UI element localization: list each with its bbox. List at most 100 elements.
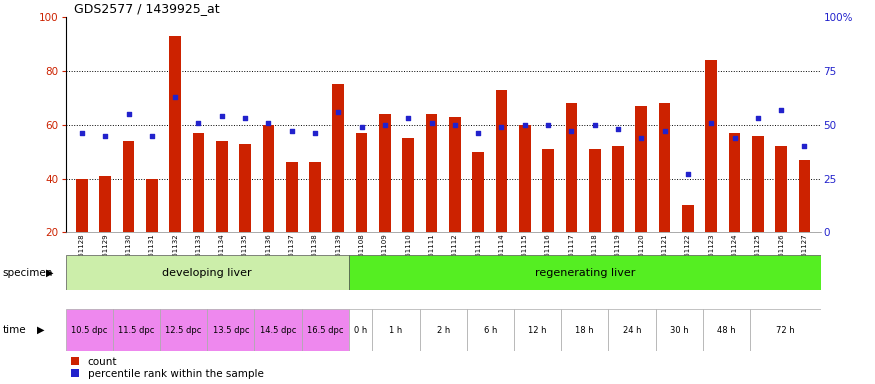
Bar — [449, 117, 460, 232]
Text: specimen: specimen — [3, 268, 53, 278]
Point — [634, 135, 648, 141]
Point — [518, 122, 532, 128]
Bar — [612, 146, 624, 232]
Text: ▶: ▶ — [46, 268, 53, 278]
Text: 12 h: 12 h — [528, 326, 547, 335]
Point — [448, 122, 462, 128]
Text: 16.5 dpc: 16.5 dpc — [307, 326, 344, 335]
Bar — [76, 179, 88, 232]
Text: 48 h: 48 h — [717, 326, 736, 335]
Point — [797, 143, 811, 149]
Point — [424, 119, 438, 126]
Bar — [255, 309, 302, 351]
Point — [541, 122, 555, 128]
Bar — [426, 114, 438, 232]
Point — [494, 124, 508, 130]
Text: 0 h: 0 h — [354, 326, 367, 335]
Point — [192, 119, 206, 126]
Text: 2 h: 2 h — [437, 326, 450, 335]
Bar — [349, 309, 373, 351]
Point — [262, 119, 276, 126]
Bar — [66, 255, 349, 290]
Text: 6 h: 6 h — [484, 326, 497, 335]
Point — [238, 115, 252, 121]
Bar — [775, 146, 787, 232]
Bar — [608, 309, 655, 351]
Text: GDS2577 / 1439925_at: GDS2577 / 1439925_at — [74, 2, 220, 15]
Point — [214, 113, 228, 119]
Text: 11.5 dpc: 11.5 dpc — [118, 326, 155, 335]
Bar — [750, 309, 821, 351]
Point — [588, 122, 602, 128]
Bar — [659, 103, 670, 232]
Point — [122, 111, 136, 117]
Bar — [170, 36, 181, 232]
Bar — [262, 125, 274, 232]
Point — [611, 126, 625, 132]
Bar — [123, 141, 135, 232]
Point — [308, 130, 322, 136]
Text: 72 h: 72 h — [776, 326, 794, 335]
Bar — [542, 149, 554, 232]
Bar — [561, 309, 608, 351]
Bar — [146, 179, 158, 232]
Point — [704, 119, 718, 126]
Bar — [239, 144, 251, 232]
Point — [98, 132, 112, 139]
Bar — [160, 309, 207, 351]
Bar — [402, 138, 414, 232]
Bar — [473, 152, 484, 232]
Bar — [635, 106, 648, 232]
Point — [354, 124, 368, 130]
Point — [751, 115, 765, 121]
Point — [75, 130, 89, 136]
Bar — [589, 149, 600, 232]
Bar — [705, 60, 717, 232]
Point — [332, 109, 346, 115]
Point — [681, 171, 695, 177]
Bar — [100, 176, 111, 232]
Bar — [729, 133, 740, 232]
Bar — [332, 84, 344, 232]
Bar — [495, 90, 507, 232]
Point — [284, 128, 298, 134]
Bar — [66, 309, 113, 351]
Point — [145, 132, 159, 139]
Bar — [379, 114, 391, 232]
Bar — [356, 133, 368, 232]
Bar — [286, 162, 298, 232]
Point — [774, 107, 788, 113]
Point — [471, 130, 485, 136]
Bar — [373, 309, 420, 351]
Text: ▶: ▶ — [37, 325, 45, 335]
Bar — [752, 136, 764, 232]
Point — [658, 128, 672, 134]
Bar — [519, 125, 530, 232]
Text: developing liver: developing liver — [163, 268, 252, 278]
Text: 12.5 dpc: 12.5 dpc — [165, 326, 202, 335]
Bar — [302, 309, 349, 351]
Bar — [349, 255, 821, 290]
Point — [378, 122, 392, 128]
Text: 14.5 dpc: 14.5 dpc — [260, 326, 297, 335]
Bar — [565, 103, 578, 232]
Bar — [309, 162, 321, 232]
Text: 24 h: 24 h — [623, 326, 641, 335]
Text: 1 h: 1 h — [389, 326, 402, 335]
Bar — [420, 309, 466, 351]
Bar — [466, 309, 514, 351]
Text: 13.5 dpc: 13.5 dpc — [213, 326, 249, 335]
Text: time: time — [3, 325, 26, 335]
Bar — [216, 141, 228, 232]
Text: 18 h: 18 h — [576, 326, 594, 335]
Text: 10.5 dpc: 10.5 dpc — [71, 326, 108, 335]
Bar — [207, 309, 255, 351]
Legend: count, percentile rank within the sample: count, percentile rank within the sample — [71, 357, 263, 379]
Point — [168, 94, 182, 100]
Bar — [113, 309, 160, 351]
Point — [402, 115, 416, 121]
Bar — [192, 133, 204, 232]
Text: 30 h: 30 h — [670, 326, 689, 335]
Bar — [682, 205, 694, 232]
Bar — [514, 309, 561, 351]
